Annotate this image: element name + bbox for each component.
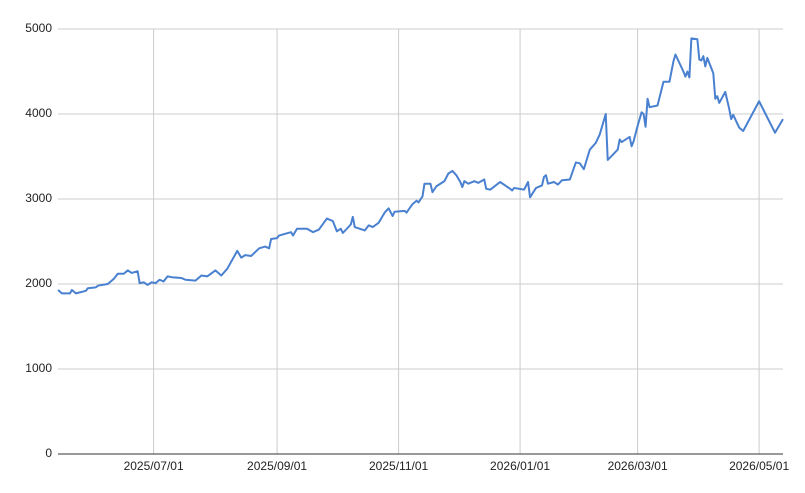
- line-series: [57, 37, 784, 295]
- y-tick-label: 3000: [25, 191, 52, 205]
- y-tick-label: 5000: [25, 21, 52, 35]
- x-tick-label: 2025/11/01: [369, 459, 428, 473]
- x-tick-label: 2025/09/01: [247, 459, 307, 473]
- y-tick-label: 0: [45, 446, 52, 460]
- y-tick-label: 1000: [25, 361, 52, 375]
- y-tick-label: 2000: [25, 276, 52, 290]
- x-tick-label: 2025/07/01: [124, 459, 184, 473]
- y-tick-label: 4000: [25, 106, 52, 120]
- x-tick-label: 2026/03/01: [608, 459, 668, 473]
- x-tick-label: 2026/01/01: [490, 459, 550, 473]
- x-tick-label: 2026/05/01: [729, 459, 789, 473]
